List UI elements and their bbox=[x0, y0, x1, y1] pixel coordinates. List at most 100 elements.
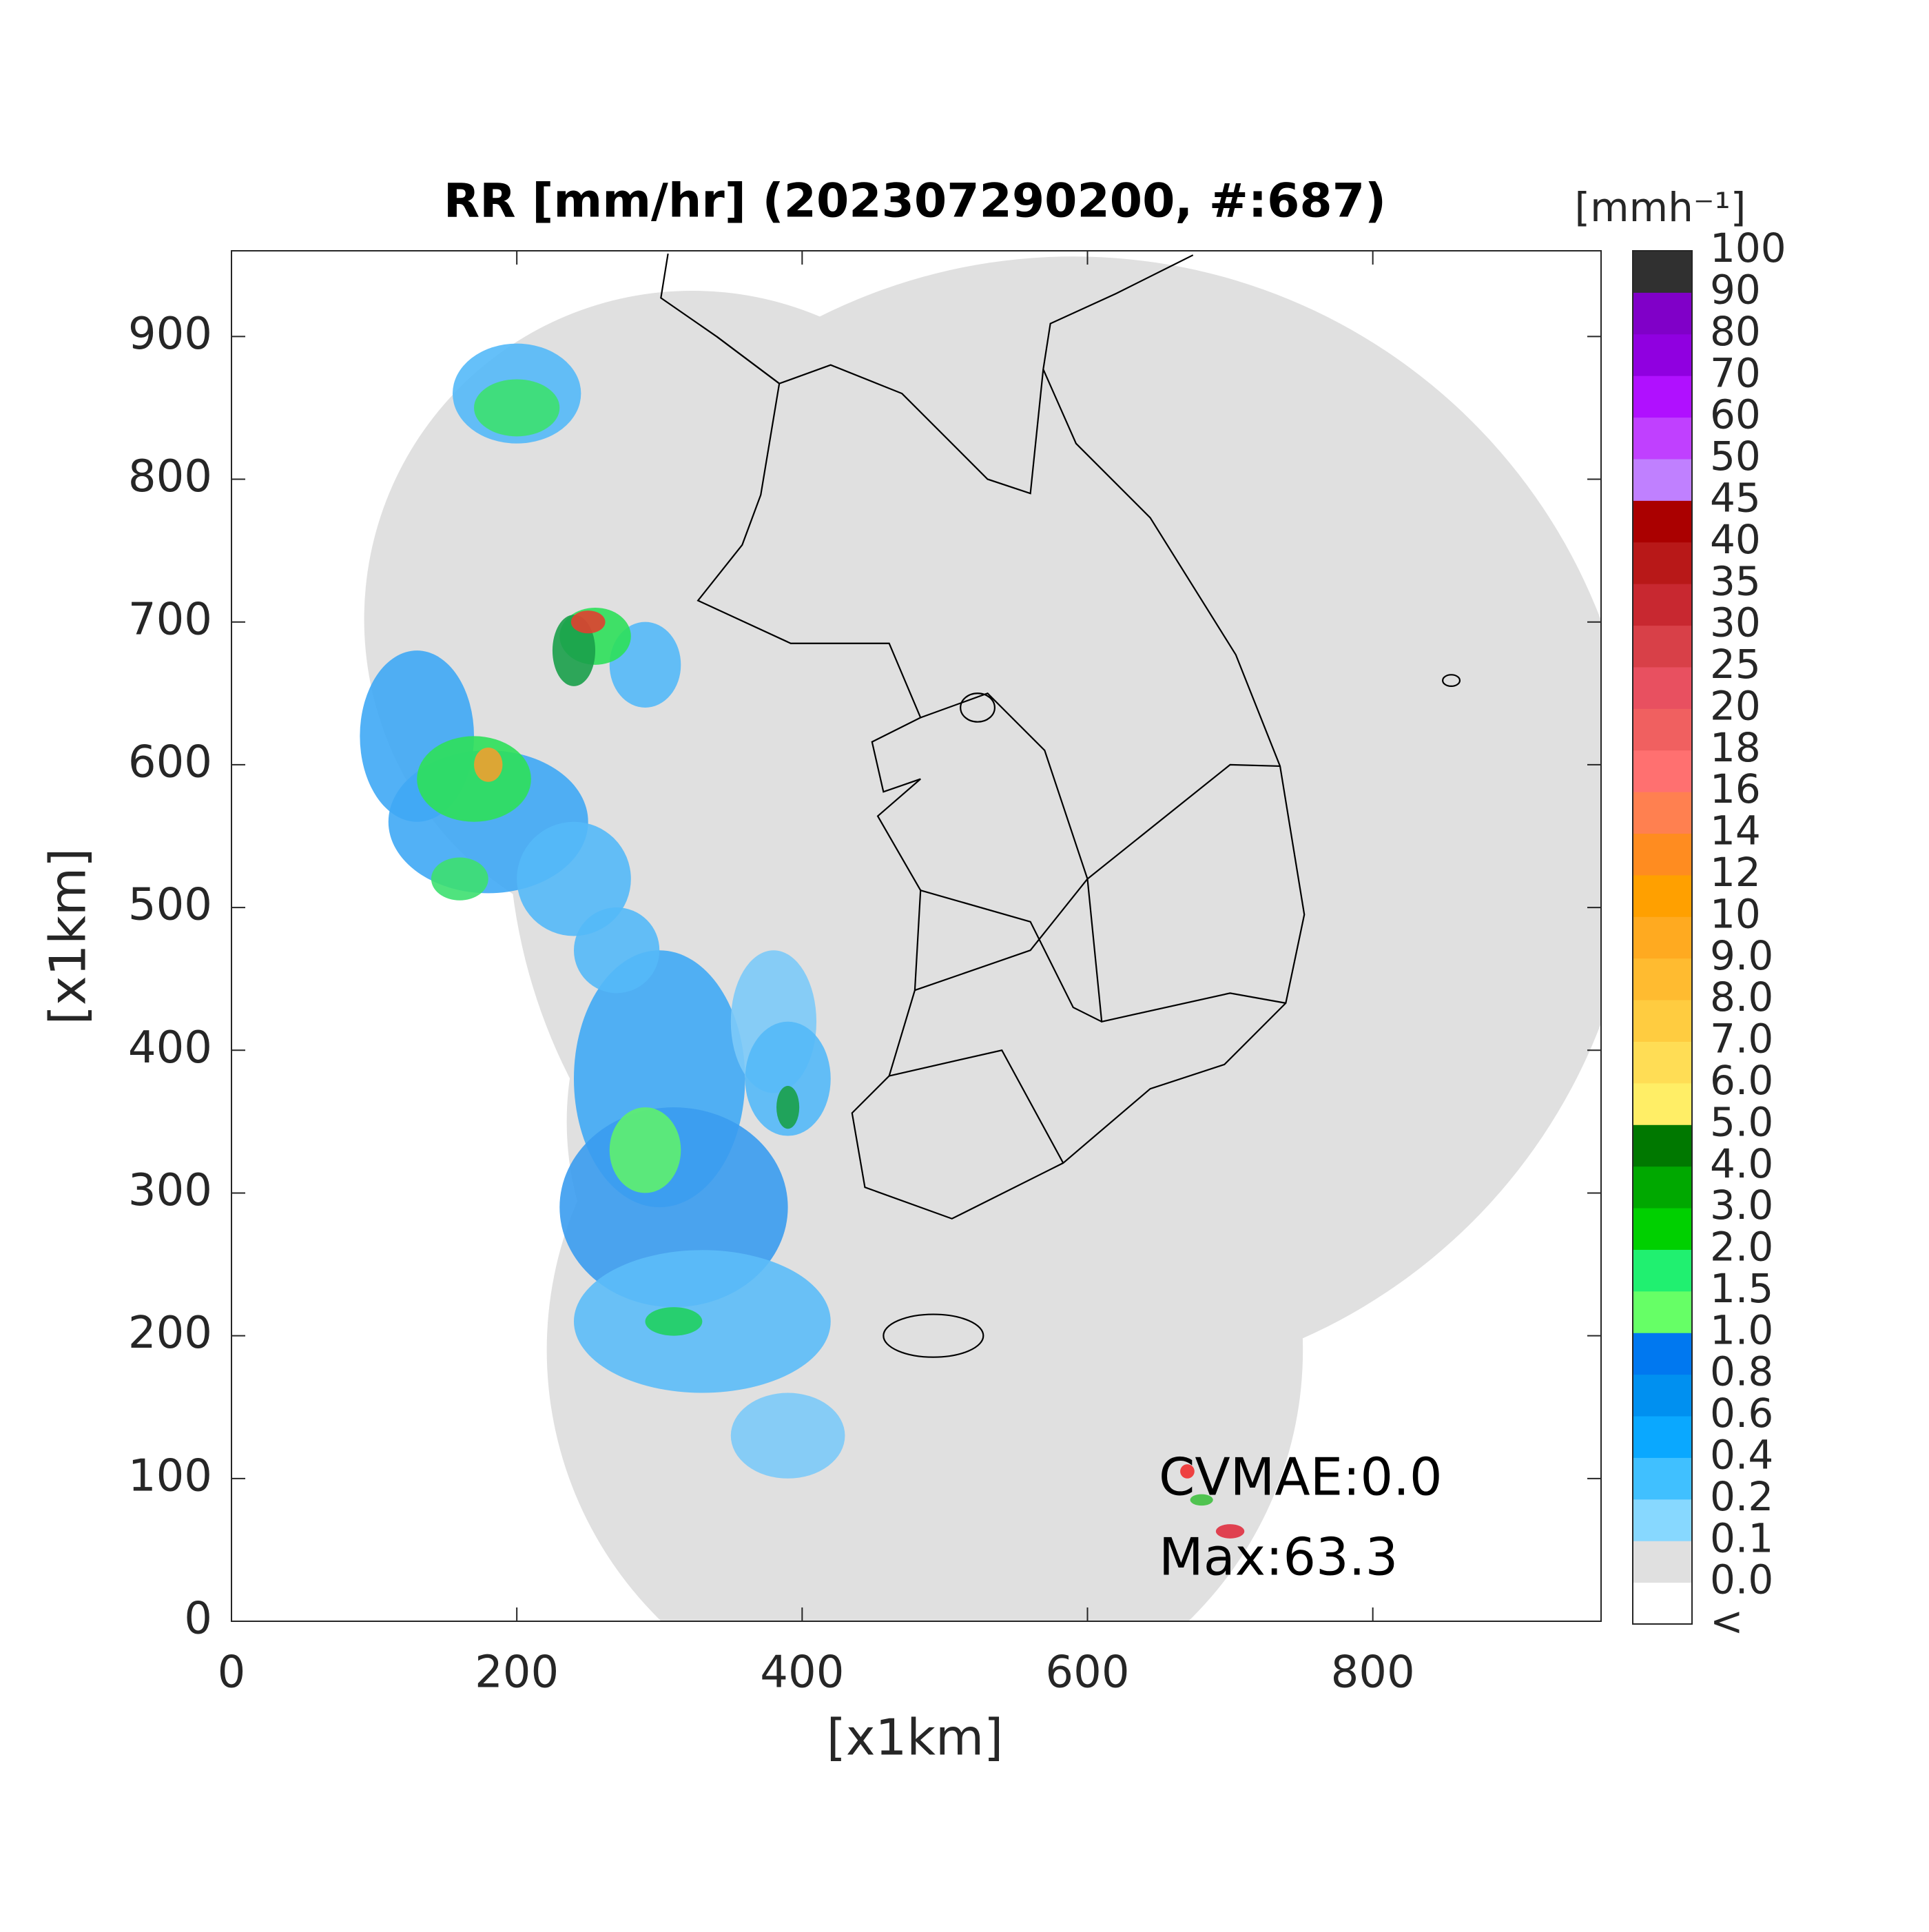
colorbar-tick-label: 0.2 bbox=[1710, 1473, 1773, 1520]
colorbar-tick-label: 1.5 bbox=[1710, 1265, 1773, 1312]
y-tick-label: 300 bbox=[128, 1165, 212, 1216]
colorbar-tick-label: 1.0 bbox=[1710, 1306, 1773, 1353]
colorbar-segment bbox=[1633, 1541, 1692, 1583]
colorbar-segment bbox=[1633, 874, 1692, 917]
colorbar-segment bbox=[1633, 1249, 1692, 1292]
colorbar-tick-label: 6.0 bbox=[1710, 1057, 1773, 1104]
x-tick-label: 0 bbox=[218, 1647, 246, 1698]
rain-cell bbox=[417, 736, 531, 822]
y-tick-label: 700 bbox=[128, 594, 212, 645]
rain-cell bbox=[1180, 1464, 1195, 1479]
colorbar-tick-label: 50 bbox=[1710, 433, 1761, 480]
colorbar-segment bbox=[1633, 1208, 1692, 1250]
colorbar-segment bbox=[1633, 708, 1692, 751]
colorbar-segment bbox=[1633, 417, 1692, 460]
border bbox=[716, 336, 1043, 493]
coastline bbox=[661, 254, 1304, 1219]
colorbar-tick-label: 70 bbox=[1710, 349, 1761, 396]
colorbar-segment bbox=[1633, 584, 1692, 626]
colorbar-tick-label: 2.0 bbox=[1710, 1224, 1773, 1271]
colorbar-tick-label: 5.0 bbox=[1710, 1098, 1773, 1145]
rain-cell bbox=[776, 1086, 800, 1129]
colorbar-segment bbox=[1633, 542, 1692, 584]
colorbar-tick-label: 0.0 bbox=[1710, 1556, 1773, 1603]
y-tick-label: 200 bbox=[128, 1308, 212, 1359]
x-tick-label: 800 bbox=[1331, 1647, 1415, 1698]
colorbar-segment bbox=[1633, 1416, 1692, 1458]
rain-cell bbox=[730, 1393, 845, 1479]
map-area bbox=[360, 254, 1601, 1621]
colorbar-segment bbox=[1633, 1041, 1692, 1084]
annotation: Max:63.3 bbox=[1159, 1527, 1398, 1587]
rain-cell bbox=[745, 1021, 831, 1136]
rain-cell bbox=[474, 379, 560, 437]
colorbar-tick-label: 4.0 bbox=[1710, 1140, 1773, 1187]
chart-title: RR [mm/hr] (202307290200, #:687) bbox=[444, 174, 1386, 229]
rain-cell bbox=[517, 821, 631, 936]
colorbar-segment bbox=[1633, 1082, 1692, 1125]
coastlines bbox=[661, 254, 1460, 1357]
y-tick-label: 400 bbox=[128, 1022, 212, 1073]
colorbar-tick-label: 60 bbox=[1710, 391, 1761, 438]
colorbar-tick-label: 30 bbox=[1710, 599, 1761, 646]
colorbar-segment bbox=[1633, 1291, 1692, 1333]
colorbar-tick-label: 40 bbox=[1710, 516, 1761, 563]
y-tick-label: 0 bbox=[184, 1594, 212, 1645]
colorbar-frame bbox=[1632, 250, 1693, 1625]
colorbar-tick-label: 18 bbox=[1710, 724, 1761, 771]
colorbar-segment bbox=[1633, 500, 1692, 543]
colorbar-segment bbox=[1633, 1582, 1692, 1625]
annotation: CVMAE:0.0 bbox=[1159, 1447, 1443, 1508]
colorbar-tick-label: 80 bbox=[1710, 308, 1761, 355]
ulleung-island bbox=[1443, 675, 1460, 686]
colorbar-segment bbox=[1633, 666, 1692, 709]
colorbar-tick-label: 20 bbox=[1710, 682, 1761, 729]
colorbar-tick-label: 0.8 bbox=[1710, 1348, 1773, 1395]
precipitation bbox=[360, 343, 1245, 1539]
map-layers bbox=[360, 254, 1601, 1621]
colorbar-segment bbox=[1633, 292, 1692, 335]
x-tick-label: 400 bbox=[760, 1647, 844, 1698]
colorbar-segment bbox=[1633, 792, 1692, 834]
colorbar-tick-label: 100 bbox=[1710, 225, 1786, 271]
colorbar-tick-label: 45 bbox=[1710, 474, 1761, 521]
colorbar-tick-label: 7.0 bbox=[1710, 1016, 1773, 1062]
colorbar-tick-label: 0.1 bbox=[1710, 1514, 1773, 1561]
colorbar-segment bbox=[1633, 376, 1692, 418]
y-tick-label: 900 bbox=[128, 309, 212, 360]
colorbar-tick-label: 0.4 bbox=[1710, 1432, 1773, 1479]
x-tick-label: 200 bbox=[475, 1647, 559, 1698]
colorbar-segment bbox=[1633, 1124, 1692, 1167]
x-axis-label: [x1km] bbox=[827, 1709, 1003, 1767]
colorbar-tick-label: 90 bbox=[1710, 267, 1761, 314]
colorbar-tick-label: 0.6 bbox=[1710, 1390, 1773, 1437]
colorbar-segment bbox=[1633, 1374, 1692, 1417]
city-boundary bbox=[960, 693, 995, 721]
y-tick-label: 600 bbox=[128, 737, 212, 788]
rain-cell bbox=[570, 610, 606, 634]
colorbar-segment bbox=[1633, 1457, 1692, 1500]
y-tick-label: 500 bbox=[128, 880, 212, 931]
colorbar-tick-label: 25 bbox=[1710, 641, 1761, 688]
axes-box bbox=[231, 250, 1602, 1622]
colorbar-segment bbox=[1633, 1166, 1692, 1209]
colorbar-tick-label: 35 bbox=[1710, 557, 1761, 604]
x-tick-label: 600 bbox=[1045, 1647, 1129, 1698]
colorbar-segment bbox=[1633, 625, 1692, 668]
colorbar-label: [mmh⁻¹] bbox=[1575, 184, 1746, 231]
colorbar-segment bbox=[1633, 916, 1692, 959]
colorbar-tick-label: 12 bbox=[1710, 849, 1761, 896]
colorbar-tick-label: 8.0 bbox=[1710, 974, 1773, 1020]
colorbar-segment bbox=[1633, 833, 1692, 876]
colorbar-segment bbox=[1633, 1333, 1692, 1375]
rain-cell bbox=[1215, 1524, 1245, 1539]
colorbar-segment bbox=[1633, 251, 1692, 293]
colorbar-tick-label: 10 bbox=[1710, 890, 1761, 937]
rain-cell bbox=[645, 1307, 703, 1336]
rain-cell bbox=[1190, 1494, 1213, 1506]
rain-cell bbox=[474, 747, 503, 782]
colorbar-segment bbox=[1633, 750, 1692, 792]
colorbar-segment bbox=[1633, 1000, 1692, 1042]
colorbar-tick-label: 9.0 bbox=[1710, 932, 1773, 979]
colorbar-segment bbox=[1633, 958, 1692, 1000]
